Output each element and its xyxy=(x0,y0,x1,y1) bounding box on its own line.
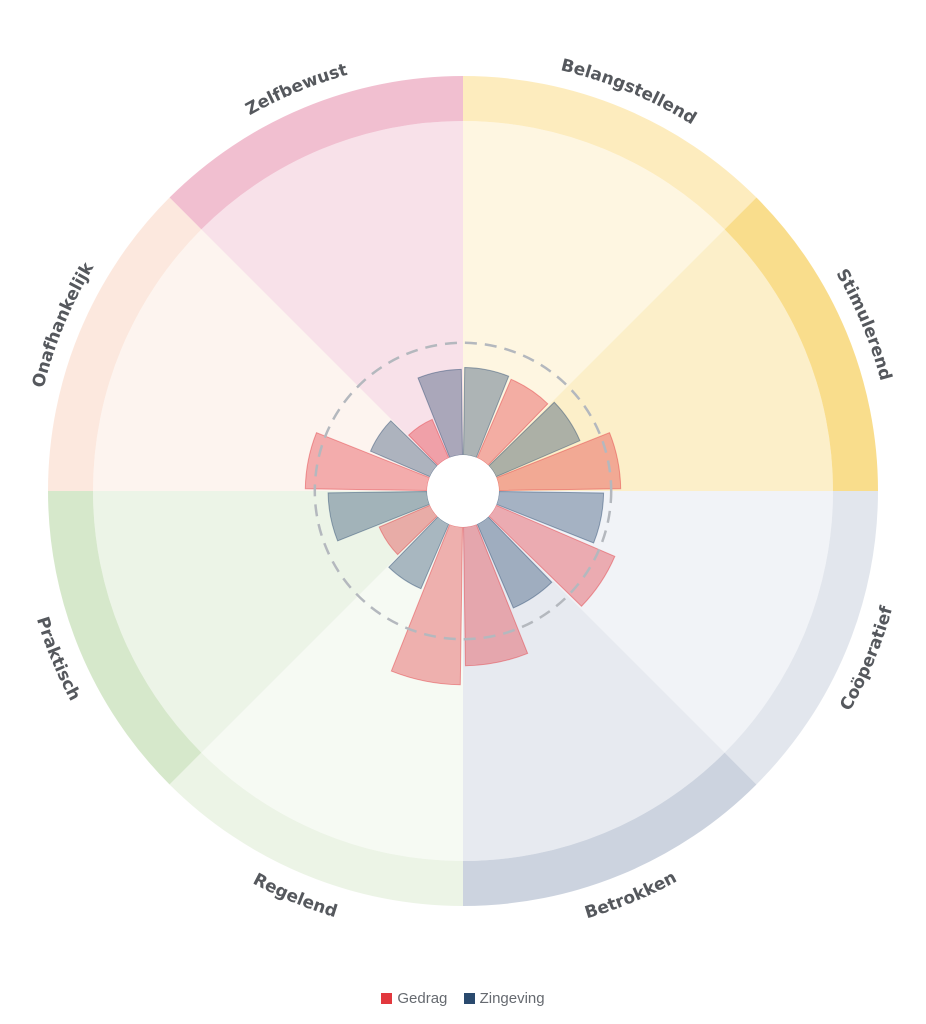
center-hub xyxy=(427,455,499,527)
legend-label-gedrag: Gedrag xyxy=(397,990,448,1007)
segment-fill-praktisch xyxy=(93,491,463,753)
segment-ring-stimulerend xyxy=(724,197,878,491)
segment-bands xyxy=(48,76,878,906)
segment-fill-zelfbewust xyxy=(201,121,463,491)
segment-fill-stimulerend xyxy=(463,229,833,491)
data-bars xyxy=(304,367,622,686)
segment-ring-cooperatief xyxy=(724,491,878,785)
segment-fill-onafhankelijk xyxy=(93,229,463,491)
legend-label-zingeving: Zingeving xyxy=(479,990,545,1007)
segment-fill-regelend xyxy=(201,491,463,861)
reference-circle xyxy=(313,341,613,641)
legend: Gedrag Zingeving xyxy=(0,990,926,1007)
segment-ring-onafhankelijk xyxy=(48,197,202,491)
segment-fill-betrokken xyxy=(463,491,725,862)
segment-fill-cooperatief xyxy=(463,491,833,753)
segment-fill-belangstellend xyxy=(463,121,725,491)
legend-item-gedrag: Gedrag xyxy=(381,990,447,1007)
segment-ring-belangstellend xyxy=(463,76,757,230)
segment-ring-regelend xyxy=(169,752,463,906)
segment-ring-zelfbewust xyxy=(169,76,463,230)
legend-swatch-zingeving xyxy=(463,993,475,1004)
legend-item-zingeving: Zingeving xyxy=(463,990,545,1007)
legend-swatch-gedrag xyxy=(381,993,393,1004)
segment-ring-betrokken xyxy=(463,752,757,906)
segment-ring-praktisch xyxy=(48,491,202,785)
